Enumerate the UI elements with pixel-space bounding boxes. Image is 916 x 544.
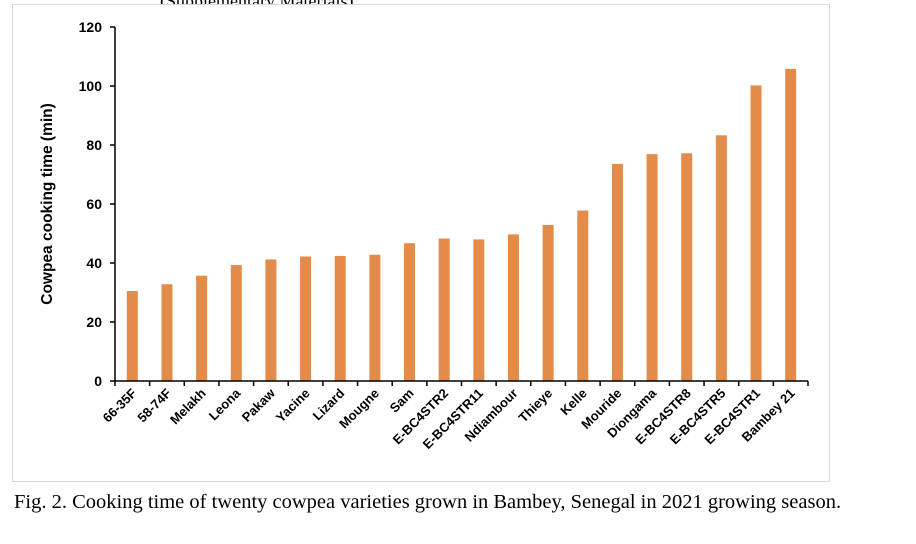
x-tick-label: Yacine xyxy=(273,386,313,426)
bar-e-bc4str2 xyxy=(438,238,450,381)
y-tick-labels: 0 20 40 60 80 100 120 xyxy=(79,19,103,389)
bar-sam xyxy=(404,243,416,381)
bar-66-35f xyxy=(126,291,138,381)
bar-melakh xyxy=(196,275,208,381)
bar-bambey-21 xyxy=(785,68,797,381)
y-tick-label: 40 xyxy=(86,255,102,271)
y-tick-label: 0 xyxy=(94,373,102,389)
bar-ndiambour xyxy=(507,234,519,381)
bar-e-bc4str1 xyxy=(750,85,762,381)
y-tick-label: 20 xyxy=(86,314,102,330)
x-tick-label: Thieye xyxy=(516,386,556,426)
x-tick-marks xyxy=(114,381,809,386)
y-tick-label: 120 xyxy=(79,19,103,35)
bar-e-bc4str5 xyxy=(715,135,727,381)
bars xyxy=(126,68,797,381)
y-tick-label: 60 xyxy=(86,196,102,212)
bar-thieye xyxy=(542,224,554,381)
bar-leona xyxy=(230,265,242,381)
figure-caption: Fig. 2. Cooking time of twenty cowpea va… xyxy=(14,491,842,513)
bar-mougne xyxy=(369,254,381,381)
x-tick-label: 66-35F xyxy=(100,385,140,425)
y-tick-label: 100 xyxy=(79,78,103,94)
x-tick-label: 58-74F xyxy=(134,385,174,425)
y-tick-marks xyxy=(110,26,115,382)
bar-diongama xyxy=(646,154,658,381)
bar-pakaw xyxy=(265,259,277,381)
x-tick-label: Sam xyxy=(387,386,417,416)
bar-mouride xyxy=(611,163,623,381)
bar-e-bc4str8 xyxy=(681,153,693,381)
x-tick-label: Leona xyxy=(206,385,244,423)
y-tick-label: 80 xyxy=(86,137,102,153)
chart-frame xyxy=(12,4,830,482)
x-tick-label: Pakaw xyxy=(239,385,279,425)
bar-58-74f xyxy=(161,284,173,381)
bar-chart: 0 20 40 60 80 100 120 66-35F58-74FMelakhLeonaP… xyxy=(39,19,809,452)
x-tick-label: Melakh xyxy=(167,385,209,427)
bar-lizard xyxy=(334,255,346,381)
bar-e-bc4str11 xyxy=(473,239,485,381)
x-tick-labels: 66-35F58-74FMelakhLeonaPakawYacineLizard… xyxy=(100,385,798,452)
y-axis-label: Cowpea cooking time (min) xyxy=(39,103,56,305)
bar-kelle xyxy=(577,210,589,381)
bar-yacine xyxy=(300,256,312,381)
